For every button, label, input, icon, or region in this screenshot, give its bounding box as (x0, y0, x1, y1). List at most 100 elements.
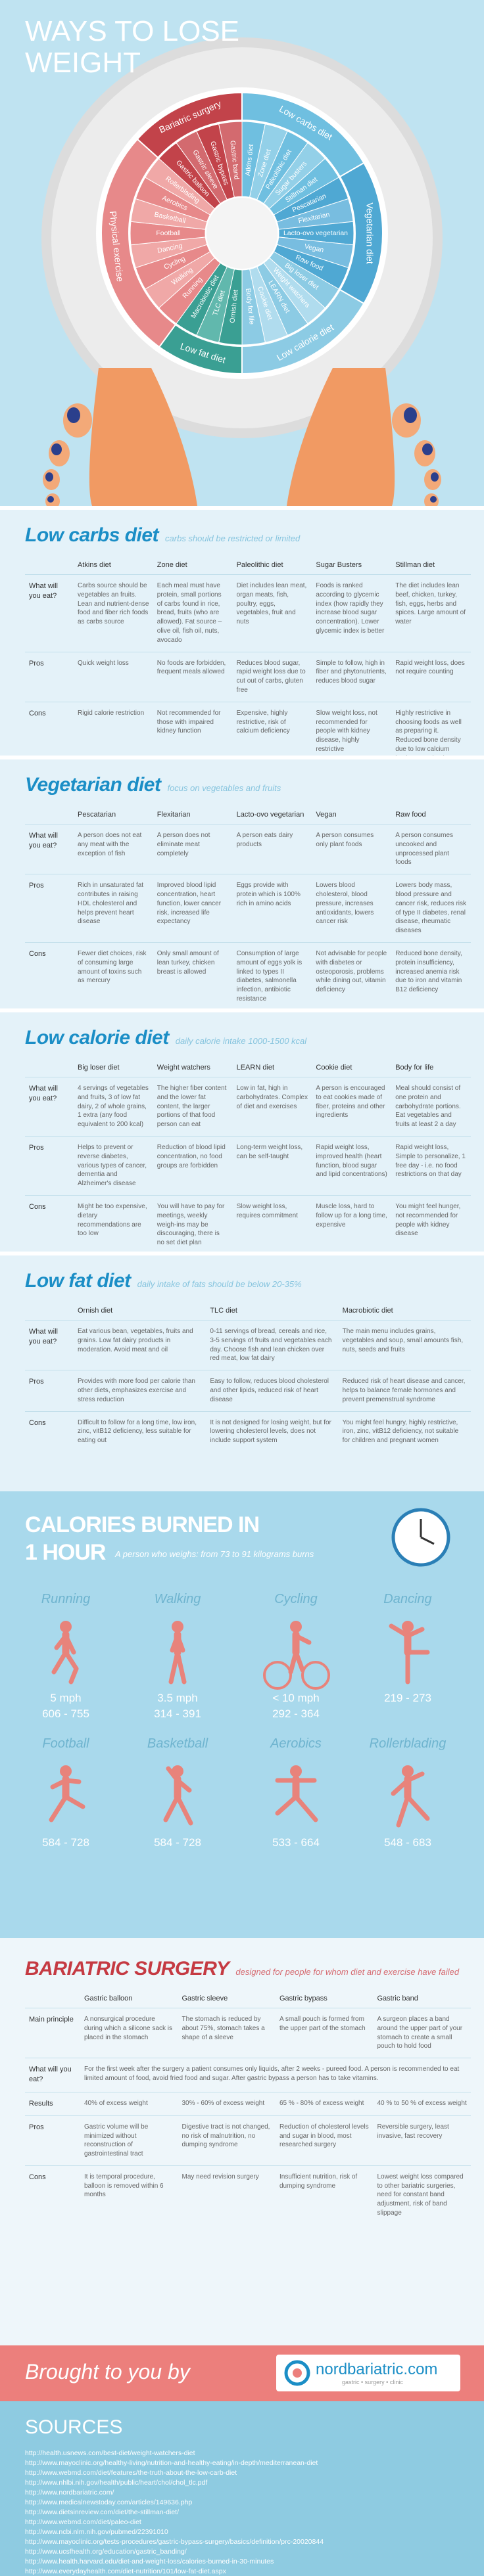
row-label: What will you eat? (25, 2058, 80, 2092)
table-cell: A nonsurgical procedure during which a s… (80, 2007, 178, 2058)
row-label: Pros (25, 1370, 74, 1412)
column-header: Pescatarian (78, 811, 116, 819)
table-cell: Not recommended for those with impaired … (153, 701, 233, 756)
row-label: What will you eat? (25, 823, 74, 874)
activity-kcal: 584 - 728 (42, 1836, 89, 1849)
table-cell: You might feel hunger, not recommended f… (391, 1194, 471, 1252)
table-cell: Digestive tract is not changed, no risk … (178, 2115, 276, 2166)
table-cell: Rapid weight loss, does not require coun… (391, 651, 471, 702)
sources-section: SOURCES http://health.usnews.com/best-di… (0, 2401, 484, 2576)
table-cell: Only small amount of lean turkey, chicke… (153, 941, 233, 1008)
table-cell: Expensive, highly restrictive, risk of c… (232, 701, 312, 756)
table-cell: Reduced risk of heart disease and cancer… (338, 1370, 471, 1412)
table-cell: Rich in unsaturated fat contributes in r… (74, 874, 153, 943)
source-link: http://www.webmd.com/diet/features/the-t… (25, 2469, 237, 2477)
activity-name: Football (42, 1736, 89, 1751)
column-header: Cookie diet (316, 1064, 352, 1072)
item-label: Football (156, 229, 180, 237)
row-label: Results (25, 2091, 80, 2116)
figure-limb (275, 1794, 299, 1816)
activity-figure (51, 1621, 79, 1684)
row-label: What will you eat? (25, 1319, 74, 1370)
table-cell: Slow weight loss, not recommended for pe… (312, 701, 392, 756)
figure-limb (63, 1794, 85, 1809)
table-cell: 30% - 60% of excess weight (178, 2091, 276, 2116)
table-row: Pros Quick weight loss No foods are forbid… (25, 651, 471, 702)
table-cell: Long-term weight loss, can be self-taugh… (232, 1135, 312, 1196)
info-table: Big loser diet Weight watchers LEARN diet C… (25, 1061, 471, 1252)
figure-limb (293, 1650, 305, 1673)
table-cell: Foods is ranked according to glycemic in… (312, 574, 392, 652)
table-cell: Consumption of large amount of eggs yolk… (232, 941, 312, 1008)
row-label: Pros (25, 651, 74, 702)
group-ring (136, 91, 243, 159)
table-cell: Quick weight loss (74, 651, 153, 702)
section-heading: BARIATRIC SURGERY designed for people for… (25, 1958, 471, 1980)
table-row: Cons Might be too expensive, dietary reco… (25, 1194, 471, 1252)
section-heading: Low calorie diet daily calorie intake 100… (25, 1027, 471, 1049)
row-label: Cons (25, 941, 74, 1008)
diet-section: Low carbs diet carbs should be restricted… (0, 506, 484, 756)
column-header: LEARN diet (236, 1064, 275, 1072)
table-row: What will you eat? Carbs source should be… (25, 574, 471, 652)
sources-title: SOURCES (25, 2416, 123, 2438)
table-cell: Simple to follow, high in fiber and phyt… (312, 651, 392, 702)
table-cell: 40% of excess weight (80, 2091, 178, 2116)
activity-figure (275, 1765, 318, 1822)
calories-subtitle: A person who weighs: from 73 to 91 kilog… (114, 1549, 314, 1559)
table-cell: Eat various bean, vegetables, fruits and… (74, 1319, 206, 1370)
header-row: Big loser diet Weight watchers LEARN diet C… (25, 1061, 471, 1077)
figure-limb (405, 1771, 425, 1783)
table-cell: Reduces blood sugar, rapid weight loss d… (232, 651, 312, 702)
section-title: Low carbs diet (25, 524, 159, 546)
figure-limb (175, 1778, 192, 1793)
figure-head (402, 1621, 414, 1633)
source-link: http://www.everydayhealth.com/diet-nutri… (25, 2567, 226, 2575)
table-row: Cons Difficult to follow for a long time,… (25, 1411, 471, 1452)
header-row: Atkins diet Zone diet Paleolithic diet Suga… (25, 558, 471, 575)
section-title: Vegetarian diet (25, 774, 161, 796)
table-cell: Reduced bone density, protein insufficie… (391, 941, 471, 1008)
activity-kcal: 219 - 273 (384, 1692, 431, 1704)
activity-name: Walking (155, 1592, 201, 1606)
source-link: http://www.health.harvard.edu/diet-and-w… (25, 2558, 274, 2565)
table-cell: A person does not eliminate meat complet… (153, 823, 233, 874)
table-cell: Gastric volume will be minimized without… (80, 2115, 178, 2166)
toenails (45, 407, 439, 503)
table-cell: The main menu includes grains, vegetable… (338, 1319, 471, 1370)
table-row: Pros Helps to prevent or reverse diabetes… (25, 1135, 471, 1196)
logo-icon (284, 2360, 310, 2386)
section-title: Low fat diet (25, 1270, 131, 1292)
figure-limb (63, 1650, 79, 1671)
source-link: http://www.webmd.com/diet/paleo-diet (25, 2518, 141, 2526)
table-cell: Improved blood lipid concentration, hear… (153, 874, 233, 943)
source-link: http://www.medicalnewstoday.com/articles… (25, 2498, 193, 2506)
activity-name: Cycling (274, 1592, 318, 1606)
table-row: Results 40% of excess weight 30% - 60% of … (25, 2091, 471, 2116)
source-link: http://www.dietsinreview.com/diet/the-st… (25, 2508, 180, 2516)
info-table: Gastric balloon Gastric sleeve Gastric byp… (25, 1992, 471, 2225)
table-cell: For the first week after the surgery a p… (80, 2058, 471, 2092)
row-label: What will you eat? (25, 574, 74, 652)
table-row: What will you eat? For the first week aft… (25, 2058, 471, 2092)
activity-figure (389, 1621, 430, 1684)
figure-limb (389, 1623, 410, 1638)
figure-head (60, 1765, 72, 1777)
activity-name: Rollerblading (370, 1736, 447, 1751)
row-label: Cons (25, 701, 74, 756)
section-subtitle: focus on vegetables and fruits (167, 783, 281, 793)
table-cell: Low in fat, high in carbohydrates. Compl… (232, 1077, 312, 1137)
figure-limb (405, 1794, 430, 1821)
table-cell: Lowers body mass, blood pressure and can… (391, 874, 471, 943)
table-cell: Meal should consist of one protein and c… (391, 1077, 471, 1137)
activity-figure (263, 1621, 330, 1690)
table-cell: A surgeon places a band around the upper… (373, 2007, 471, 2058)
brought-by: Brought to you by (25, 2360, 190, 2384)
bike-wheel (263, 1661, 292, 1690)
table-row: Cons Rigid calorie restriction Not recomme… (25, 701, 471, 756)
source-link: http://www.nhlbi.nih.gov/health/public/h… (25, 2479, 208, 2487)
activity-speed: 3.5 mph (157, 1692, 197, 1704)
title-line: WEIGHT (25, 47, 141, 79)
figure-limb (54, 1633, 68, 1650)
table-row: Pros Rich in unsaturated fat contributes … (25, 874, 471, 943)
